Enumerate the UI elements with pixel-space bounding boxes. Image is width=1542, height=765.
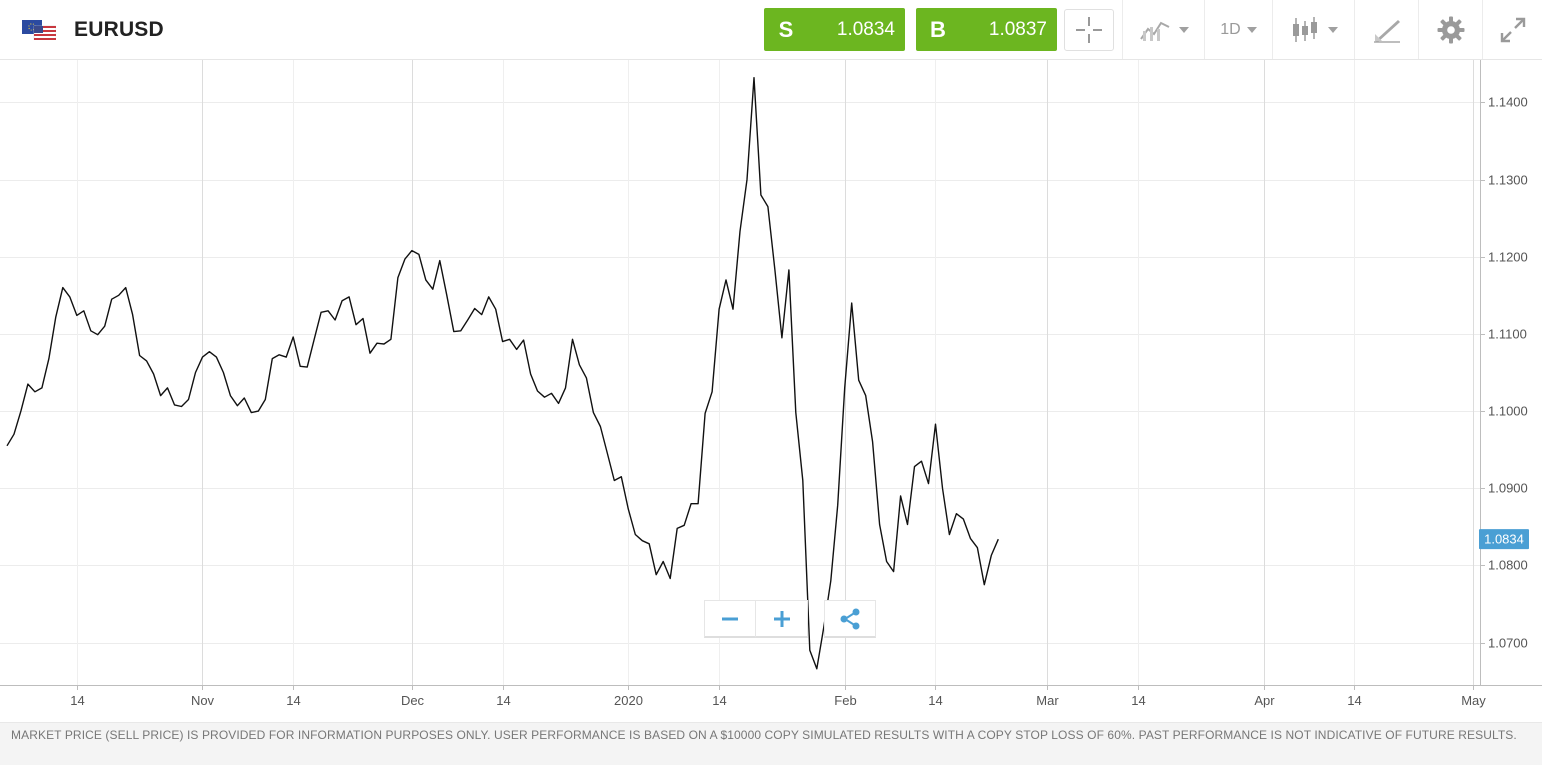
chart-labels: 1.0700 1.0800 1.0900 1.1000 1.1100 1.1200 1.13… [70, 95, 1529, 708]
x-tick-label: Dec [401, 693, 425, 708]
x-tick-label: 2020 [614, 693, 643, 708]
x-tick-label: 14 [928, 693, 942, 708]
x-tick-label: Apr [1254, 693, 1275, 708]
chart-gridlines [0, 60, 1480, 685]
disclaimer-text: MARKET PRICE (SELL PRICE) IS PROVIDED FO… [11, 728, 1517, 742]
sell-label: S [778, 16, 794, 42]
x-tick-label: 14 [286, 693, 300, 708]
drawing-tools-button[interactable] [1354, 0, 1418, 59]
candlestick-icon [1292, 16, 1317, 42]
instrument-symbol[interactable]: EURUSD [22, 17, 164, 43]
drawing-tools-icon [1373, 19, 1400, 43]
zoom-in-button[interactable] [756, 600, 808, 638]
buy-button[interactable]: B 1.0837 [916, 8, 1057, 51]
chart-type-dropdown[interactable] [1122, 0, 1204, 59]
timeframe-dropdown[interactable]: 1D [1204, 0, 1272, 59]
symbol-name: EURUSD [74, 18, 164, 41]
x-tick-label: 14 [1131, 693, 1145, 708]
buy-price: 1.0837 [988, 18, 1047, 40]
crosshair-icon [1076, 17, 1102, 43]
x-tick-label: 14 [70, 693, 84, 708]
last-price-badge [1479, 529, 1529, 550]
x-tick-label: 14 [712, 693, 726, 708]
x-tick-label: 14 [1347, 693, 1361, 708]
chevron-down-icon [1246, 26, 1257, 33]
expand-icon [1500, 17, 1525, 42]
chart-header: EURUSD S 1.0834 B 1.0837 1D [0, 0, 1542, 60]
eu-us-flag-icon [22, 20, 56, 40]
chart-canvas[interactable]: 1.0700 1.0800 1.0900 1.1000 1.1100 1.1200 1.13… [0, 60, 1542, 720]
chevron-down-icon [1327, 26, 1338, 33]
gear-icon [1437, 16, 1464, 43]
chart-axes [0, 60, 1542, 690]
x-tick-label: Feb [834, 693, 856, 708]
sell-price: 1.0834 [836, 18, 895, 40]
x-tick-label: Nov [191, 693, 215, 708]
chevron-down-icon [1178, 26, 1189, 33]
fullscreen-button[interactable] [1482, 0, 1542, 59]
share-button[interactable] [824, 600, 876, 638]
sell-button[interactable]: S 1.0834 [764, 8, 905, 51]
price-line [6, 77, 999, 670]
candles-dropdown[interactable] [1272, 0, 1354, 59]
chart-series [6, 77, 999, 670]
x-tick-label: 14 [496, 693, 510, 708]
y-tick-label: 1.1100 [1488, 327, 1527, 342]
minus-icon [722, 617, 738, 620]
y-tick-label: 1.1000 [1488, 404, 1528, 419]
zoom-out-button[interactable] [704, 600, 756, 638]
y-tick-label: 1.0700 [1488, 636, 1528, 651]
line-compare-icon [1139, 21, 1169, 41]
timeframe-label: 1D [1220, 20, 1241, 38]
disclaimer-footer: MARKET PRICE (SELL PRICE) IS PROVIDED FO… [0, 722, 1542, 765]
share-icon [840, 608, 860, 629]
y-tick-label: 1.1300 [1488, 173, 1528, 188]
settings-button[interactable] [1418, 0, 1482, 59]
plus-icon [773, 610, 790, 627]
buy-label: B [930, 16, 946, 42]
x-tick-label: May [1461, 693, 1486, 708]
price-chart[interactable]: 1.0700 1.0800 1.0900 1.1000 1.1100 1.1200 1.13… [0, 60, 1542, 720]
last-price-label: 1.0834 [1484, 532, 1524, 547]
y-tick-label: 1.1200 [1488, 250, 1528, 265]
zoom-controls [704, 600, 876, 640]
y-tick-label: 1.1400 [1488, 95, 1528, 110]
x-tick-label: Mar [1036, 693, 1059, 708]
crosshair-button[interactable] [1064, 9, 1114, 51]
y-tick-label: 1.0800 [1488, 558, 1528, 573]
y-tick-label: 1.0900 [1488, 481, 1528, 496]
